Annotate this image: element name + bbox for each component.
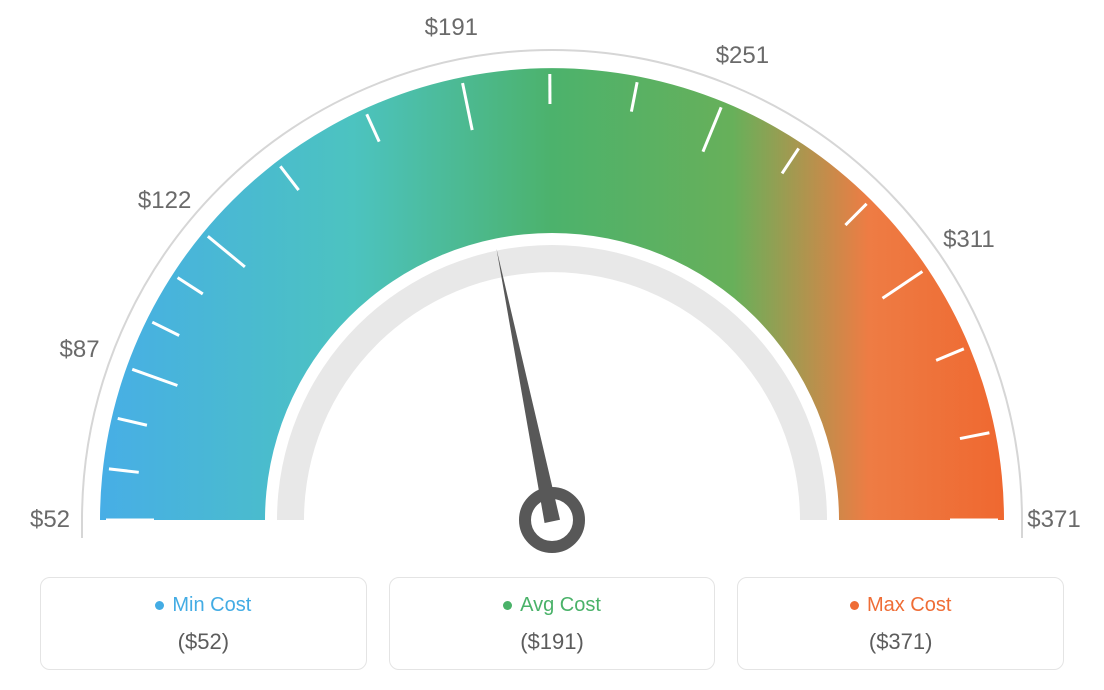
max-dot-icon — [850, 601, 859, 610]
gauge-tick-label: $122 — [138, 187, 191, 215]
gauge-container: $52 $87 $122 $191 $251 $311 $371 — [0, 0, 1104, 560]
gauge-tick-label: $371 — [1027, 506, 1080, 534]
min-cost-value: ($52) — [51, 629, 356, 655]
avg-cost-value: ($191) — [400, 629, 705, 655]
gauge-tick-label: $52 — [30, 506, 70, 534]
min-dot-icon — [155, 601, 164, 610]
max-cost-value: ($371) — [748, 629, 1053, 655]
summary-cards: Min Cost ($52) Avg Cost ($191) Max Cost … — [0, 577, 1104, 670]
max-cost-title: Max Cost — [850, 594, 951, 617]
min-cost-label: Min Cost — [172, 594, 251, 617]
max-cost-label: Max Cost — [867, 594, 951, 617]
gauge-tick-label: $191 — [425, 14, 478, 42]
gauge-tick-label: $251 — [716, 42, 769, 70]
avg-cost-label: Avg Cost — [520, 594, 601, 617]
gauge-tick-label: $87 — [59, 336, 99, 364]
max-cost-card: Max Cost ($371) — [737, 577, 1064, 670]
min-cost-card: Min Cost ($52) — [40, 577, 367, 670]
gauge-tick-label: $311 — [943, 226, 995, 254]
avg-dot-icon — [503, 601, 512, 610]
avg-cost-card: Avg Cost ($191) — [389, 577, 716, 670]
min-cost-title: Min Cost — [155, 594, 251, 617]
avg-cost-title: Avg Cost — [503, 594, 601, 617]
gauge-svg — [0, 0, 1104, 560]
